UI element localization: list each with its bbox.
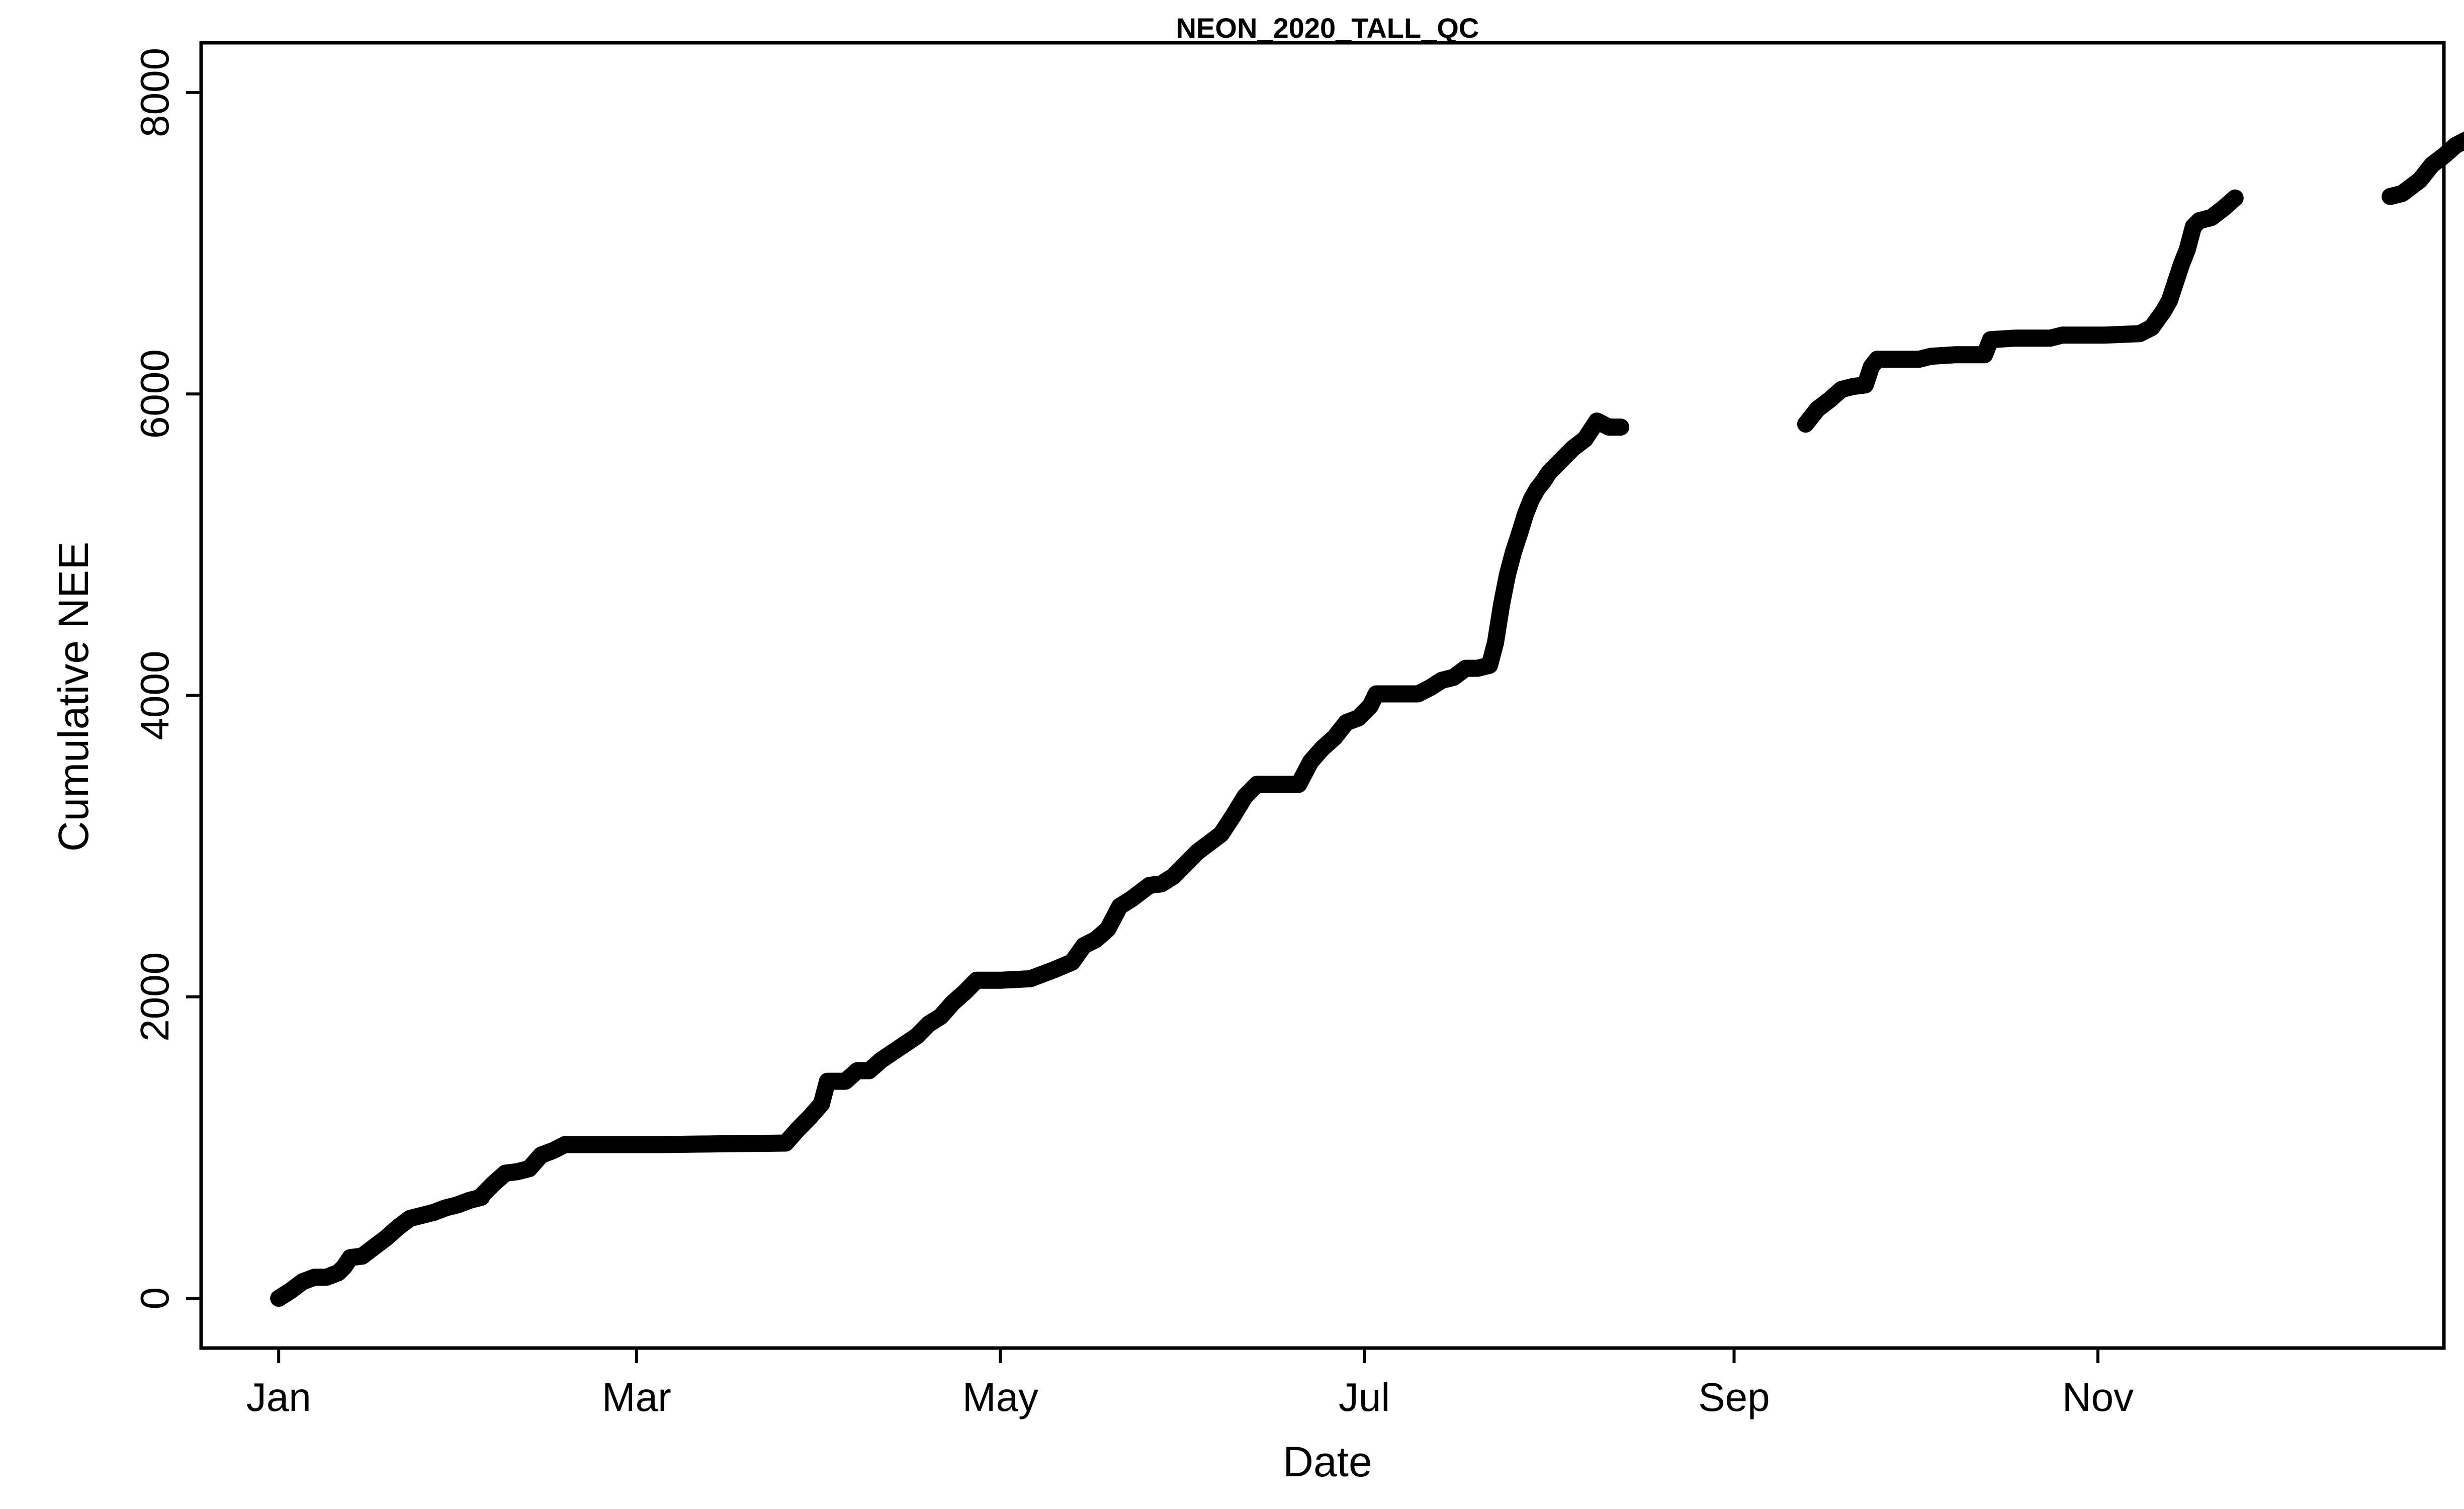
x-tick-label: Jan <box>246 1375 311 1419</box>
series-segment-2 <box>473 412 1630 1205</box>
y-tick-label: 8000 <box>132 48 177 137</box>
series-segment-3 <box>1797 189 2244 433</box>
y-tick-label: 4000 <box>132 651 177 740</box>
y-axis-label: Cumulative NEE <box>50 542 97 852</box>
x-axis-label: Date <box>1283 1438 1372 1485</box>
x-axis: Jan Mar May Jul Sep Nov <box>246 1347 2134 1419</box>
y-tick-label: 0 <box>132 1287 177 1310</box>
series-segment-4 <box>2382 131 2464 205</box>
series-segment-1 <box>270 1189 490 1307</box>
x-tick-label: Nov <box>2062 1375 2134 1419</box>
y-axis: 0 2000 4000 6000 8000 <box>132 48 203 1310</box>
y-tick-label: 2000 <box>132 952 177 1042</box>
x-tick-label: Jul <box>1339 1375 1390 1419</box>
series-group <box>270 131 2464 1307</box>
x-tick-label: Sep <box>1698 1375 1770 1419</box>
chart-title: NEON_2020_TALL_QC <box>1176 12 1479 44</box>
x-tick-label: May <box>962 1375 1038 1419</box>
x-tick-label: Mar <box>602 1375 671 1419</box>
y-tick-label: 6000 <box>132 349 177 439</box>
